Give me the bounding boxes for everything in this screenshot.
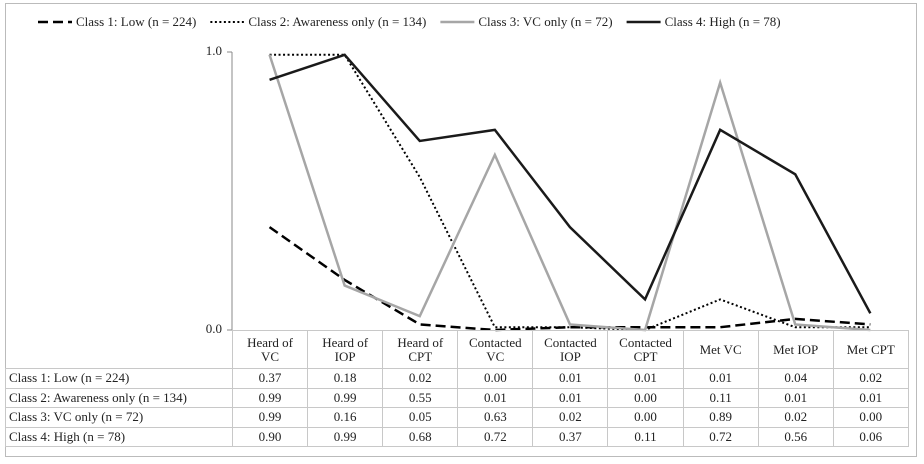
category-label: Contacted VC [457, 330, 534, 369]
category-label: Contacted CPT [607, 330, 684, 369]
data-row: Class 2: Awareness only (n = 134) 0.99 0.9… [5, 387, 909, 408]
value-cell: 0.01 [682, 368, 759, 389]
value-cell: 0.11 [607, 426, 684, 447]
value-cell: 0.90 [231, 426, 309, 447]
data-row: Class 3: VC only (n = 72) 0.99 0.16 0.05 0.6… [5, 407, 909, 428]
value-cell: 0.00 [832, 407, 909, 428]
value-cell: 0.01 [832, 387, 909, 408]
category-label: Met IOP [757, 330, 834, 369]
blank-cell [6, 331, 233, 369]
value-cell: 0.00 [607, 407, 684, 428]
category-label: Heard of IOP [307, 330, 384, 369]
value-cell: 0.11 [682, 387, 759, 408]
value-cell: 0.01 [607, 368, 684, 389]
value-cell: 0.01 [757, 387, 834, 408]
value-cell: 0.05 [382, 407, 459, 428]
value-cell: 0.02 [757, 407, 834, 428]
data-table: Heard of VC Heard of IOP Heard of CPT Conta… [5, 330, 909, 447]
value-cell: 0.04 [757, 368, 834, 389]
value-cell: 0.56 [757, 426, 834, 447]
value-cell: 0.06 [832, 426, 909, 447]
row-label: Class 3: VC only (n = 72) [5, 407, 233, 428]
value-cell: 0.99 [231, 407, 309, 428]
value-cell: 0.72 [682, 426, 759, 447]
row-label: Class 2: Awareness only (n = 134) [5, 387, 233, 408]
value-cell: 0.02 [832, 368, 909, 389]
value-cell: 0.02 [532, 407, 609, 428]
data-row: Class 1: Low (n = 224) 0.37 0.18 0.02 0.00 0.… [5, 368, 909, 389]
series-line [269, 53, 872, 314]
category-label: Heard of CPT [382, 330, 459, 369]
series-line [269, 53, 871, 332]
value-cell: 0.37 [231, 368, 309, 389]
legend-label: Class 2: Awareness only (n = 134) [248, 14, 426, 29]
value-cell: 0.00 [457, 368, 534, 389]
legend-label: Class 3: VC only (n = 72) [478, 14, 612, 29]
category-label: Heard of VC [231, 330, 309, 369]
data-row: Class 4: High (n = 78) 0.90 0.99 0.68 0.72 0.… [5, 426, 909, 447]
header-row: Heard of VC Heard of IOP Heard of CPT Conta… [6, 330, 909, 369]
value-cell: 0.55 [382, 387, 459, 408]
value-cell: 0.89 [682, 407, 759, 428]
row-label: Class 4: High (n = 78) [5, 426, 233, 447]
value-cell: 0.68 [382, 426, 459, 447]
value-cell: 0.18 [307, 368, 384, 389]
value-cell: 0.99 [231, 387, 309, 408]
y-tick-label: 1.0 [206, 43, 222, 58]
value-cell: 0.01 [532, 387, 609, 408]
value-cell: 0.99 [307, 426, 384, 447]
category-label: Met VC [682, 330, 759, 369]
value-cell: 0.37 [532, 426, 609, 447]
value-cell: 0.01 [457, 387, 534, 408]
row-label: Class 1: Low (n = 224) [5, 368, 233, 389]
legend-label: Class 1: Low (n = 224) [76, 14, 196, 29]
value-cell: 0.99 [307, 387, 384, 408]
frame [5, 3, 917, 457]
series-line [268, 54, 871, 332]
value-cell: 0.01 [532, 368, 609, 389]
legend-label: Class 4: High (n = 78) [665, 14, 781, 29]
value-cell: 0.16 [307, 407, 384, 428]
value-cell: 0.00 [607, 387, 684, 408]
y-tick-label: 0.0 [206, 321, 222, 336]
value-cell: 0.63 [457, 407, 534, 428]
category-label: Met CPT [832, 330, 909, 369]
value-cell: 0.72 [457, 426, 534, 447]
value-cell: 0.02 [382, 368, 459, 389]
category-label: Contacted IOP [532, 330, 609, 369]
